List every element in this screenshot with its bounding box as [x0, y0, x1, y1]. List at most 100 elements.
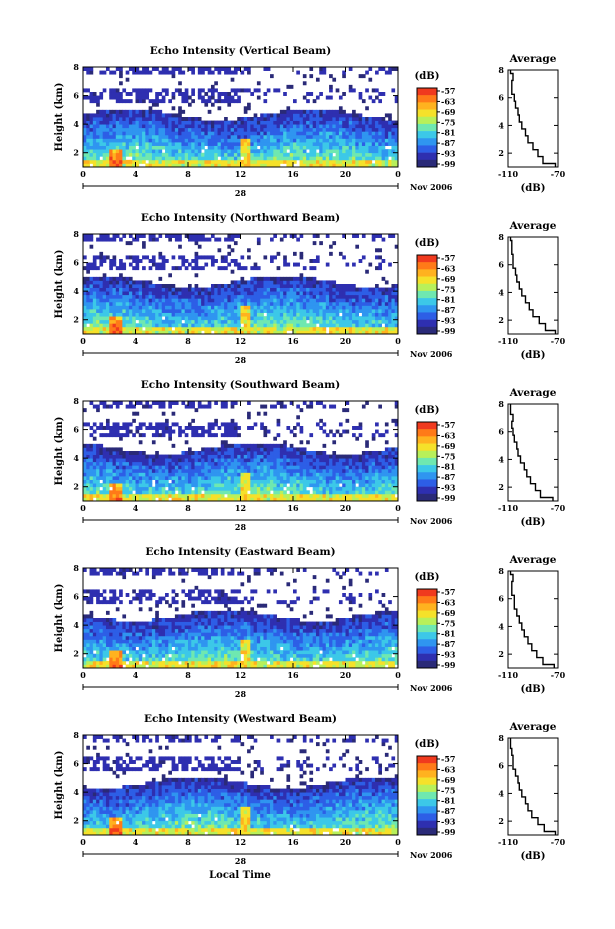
- heatmap-cell: [293, 486, 297, 491]
- heatmap-cell: [204, 298, 209, 303]
- heatmap-cell: [201, 156, 205, 161]
- heatmap-cell: [335, 468, 340, 473]
- heatmap-cell: [260, 483, 264, 488]
- heatmap-cell: [388, 312, 392, 317]
- heatmap-cell: [181, 131, 186, 136]
- heatmap-cell: [358, 301, 363, 306]
- heatmap-cell: [158, 120, 163, 125]
- heatmap-cell: [319, 454, 323, 459]
- heatmap-cell: [352, 88, 356, 93]
- heatmap-cell: [279, 404, 284, 409]
- heatmap-cell: [319, 418, 323, 423]
- heatmap-cell: [178, 476, 182, 480]
- heatmap-cell: [368, 309, 373, 313]
- heatmap-cell: [270, 124, 274, 129]
- heatmap-cell: [191, 163, 195, 168]
- heatmap-cell: [83, 156, 87, 161]
- heatmap-cell: [378, 131, 382, 136]
- heatmap-cell: [381, 298, 386, 303]
- heatmap-cell: [109, 149, 113, 154]
- heatmap-cell: [283, 309, 287, 313]
- heatmap-cell: [335, 312, 340, 317]
- heatmap-cell: [151, 426, 156, 430]
- heatmap-cell: [214, 326, 218, 331]
- heatmap-cell: [92, 451, 97, 455]
- heatmap-cell: [299, 451, 304, 455]
- heatmap-cell: [119, 316, 123, 321]
- heatmap-cell: [184, 468, 189, 473]
- heatmap-cell: [276, 287, 281, 292]
- heatmap-cell: [352, 326, 356, 331]
- heatmap-cell: [263, 149, 268, 154]
- heatmap-cell: [368, 323, 373, 328]
- heatmap-cell: [220, 490, 225, 495]
- heatmap-cell: [312, 476, 317, 480]
- heatmap-cell: [207, 422, 212, 427]
- heatmap-cell: [145, 152, 150, 157]
- heatmap-cell: [270, 479, 274, 484]
- heatmap-cell: [315, 319, 320, 324]
- heatmap-cell: [188, 95, 192, 100]
- heatmap-cell: [312, 234, 317, 238]
- heatmap-cell: [345, 461, 350, 466]
- heatmap-cell: [112, 276, 117, 281]
- heatmap-cell: [263, 284, 268, 288]
- heatmap-cell: [155, 145, 159, 150]
- heatmap-cell: [286, 142, 291, 146]
- heatmap-cell: [355, 309, 360, 313]
- heatmap-cell: [112, 497, 117, 502]
- heatmap-cell: [92, 458, 97, 463]
- heatmap-cell: [125, 433, 130, 438]
- heatmap-cell: [171, 142, 176, 146]
- heatmap-cell: [381, 163, 386, 168]
- heatmap-cell: [309, 152, 314, 157]
- heatmap-cell: [276, 454, 281, 459]
- heatmap-cell: [165, 291, 169, 296]
- heatmap-cell: [155, 309, 159, 313]
- heatmap-cell: [240, 149, 245, 154]
- heatmap-cell: [165, 298, 169, 303]
- heatmap-cell: [197, 237, 202, 242]
- heatmap-cell: [388, 120, 392, 125]
- heatmap-cell: [319, 70, 323, 75]
- heatmap-cell: [342, 284, 346, 288]
- heatmap-cell: [365, 106, 369, 111]
- heatmap-cell: [296, 461, 300, 466]
- heatmap-cell: [388, 149, 392, 154]
- heatmap-cell: [89, 113, 94, 118]
- heatmap-cell: [158, 287, 163, 292]
- heatmap-cell: [299, 127, 304, 132]
- heatmap-cell: [224, 401, 228, 405]
- heatmap-cell: [83, 159, 87, 164]
- heatmap-cell: [299, 476, 304, 480]
- heatmap-cell: [83, 422, 87, 427]
- heatmap-cell: [197, 88, 202, 93]
- heatmap-cell: [109, 319, 113, 324]
- heatmap-cell: [266, 145, 271, 150]
- heatmap-cell: [250, 451, 255, 455]
- heatmap-cell: [309, 127, 314, 132]
- heatmap-cell: [338, 479, 343, 484]
- heatmap-cell: [299, 284, 304, 288]
- heatmap-cell: [391, 142, 396, 146]
- heatmap-cell: [256, 486, 261, 491]
- heatmap-cell: [112, 280, 117, 285]
- heatmap-cell: [119, 461, 123, 466]
- heatmap-cell: [220, 330, 225, 335]
- heatmap-cell: [217, 309, 222, 313]
- heatmap-cell: [214, 142, 218, 146]
- heatmap-cell: [122, 152, 127, 157]
- heatmap-cell: [105, 319, 110, 324]
- heatmap-cell: [224, 237, 228, 242]
- heatmap-cell: [260, 443, 264, 448]
- heatmap-cell: [99, 142, 104, 146]
- heatmap-cell: [270, 127, 274, 132]
- heatmap-cell: [181, 138, 186, 143]
- heatmap-cell: [184, 95, 189, 100]
- heatmap-cell: [138, 291, 143, 296]
- heatmap-cell: [299, 145, 304, 150]
- heatmap-cell: [132, 280, 136, 285]
- heatmap-cell: [309, 312, 314, 317]
- heatmap-cell: [247, 291, 251, 296]
- heatmap-cell: [312, 458, 317, 463]
